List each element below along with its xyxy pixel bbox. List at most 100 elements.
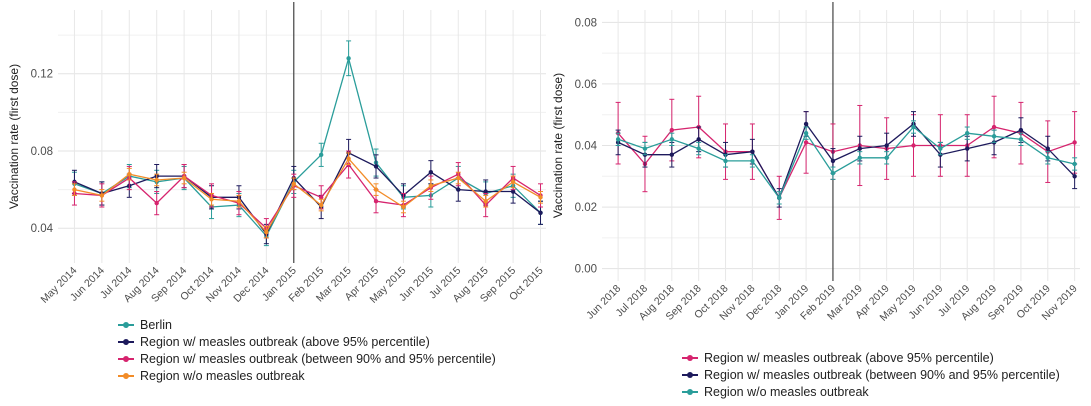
series-3	[71, 152, 544, 239]
y-tick-label: 0.08	[575, 17, 597, 29]
series-2	[615, 120, 1078, 205]
legend-label: Region w/ measles outbreak (above 95% pe…	[140, 335, 430, 349]
series-line	[617, 122, 1076, 200]
data-point	[991, 124, 997, 130]
right-legend: Region w/ measles outbreak (above 95% pe…	[682, 350, 1060, 401]
legend-label: Region w/ measles outbreak (between 90% …	[704, 368, 1060, 382]
data-point	[723, 158, 728, 164]
legend-swatch	[118, 371, 134, 381]
data-point	[884, 143, 889, 148]
legend-label: Berlin	[140, 318, 172, 332]
data-point	[696, 137, 701, 142]
data-point	[669, 137, 675, 142]
data-point	[72, 187, 77, 192]
data-point	[127, 171, 132, 177]
data-point	[209, 197, 214, 202]
left-legend: Berlin Region w/ measles outbreak (above …	[118, 317, 496, 385]
data-point	[401, 204, 406, 210]
data-point	[510, 179, 516, 185]
legend-item: Region w/ measles outbreak (above 95% pe…	[682, 350, 1060, 366]
data-point	[346, 156, 351, 161]
data-point	[538, 210, 543, 215]
y-tick-label: 0.04	[575, 141, 598, 153]
data-point	[236, 198, 242, 204]
y-tick-label: 0.12	[31, 69, 53, 81]
data-point	[538, 195, 543, 200]
y-tick-label: 0.08	[31, 146, 53, 158]
data-point	[154, 177, 159, 183]
data-point	[857, 155, 862, 161]
data-point	[1018, 137, 1024, 142]
legend-swatch	[682, 387, 698, 397]
data-point	[965, 146, 970, 151]
data-point	[642, 146, 648, 151]
y-axis-title: Vaccination rate (first dose)	[7, 64, 21, 209]
legend-item: Region w/o measles outbreak	[118, 368, 496, 384]
data-point	[803, 130, 809, 136]
data-point	[1045, 155, 1050, 161]
data-point	[1072, 140, 1077, 145]
data-point	[1072, 161, 1077, 167]
data-point	[830, 158, 836, 164]
series-line	[74, 152, 541, 236]
data-point	[803, 140, 809, 145]
data-point	[510, 189, 516, 194]
data-point	[456, 187, 461, 192]
data-point	[373, 198, 379, 204]
legend-item: Berlin	[118, 317, 496, 333]
data-point	[911, 124, 916, 130]
data-point	[483, 198, 488, 204]
data-point	[884, 155, 889, 161]
data-point	[750, 158, 755, 164]
legend-item: Region w/ measles outbreak (above 95% pe…	[118, 334, 496, 350]
data-point	[830, 171, 836, 176]
legend-label: Region w/o measles outbreak	[140, 369, 305, 383]
data-point	[750, 149, 755, 154]
data-point	[428, 170, 434, 175]
data-point	[696, 146, 701, 151]
data-point	[483, 189, 488, 194]
legend-swatch	[682, 370, 698, 380]
series-line	[74, 163, 541, 230]
data-point	[1018, 127, 1024, 133]
y-axis-title: Vaccination rate (first dose)	[551, 73, 565, 218]
y-tick-label: 0.00	[575, 264, 597, 276]
data-point	[264, 229, 269, 235]
data-point	[965, 130, 970, 136]
y-tick-label: 0.04	[31, 223, 54, 235]
data-point	[669, 152, 675, 157]
data-point	[346, 56, 351, 61]
data-point	[373, 164, 379, 169]
data-point	[373, 187, 379, 192]
data-point	[1045, 146, 1050, 151]
data-point	[1072, 174, 1077, 179]
data-point	[154, 200, 159, 206]
legend-swatch	[118, 320, 134, 330]
data-point	[456, 175, 461, 181]
y-tick-label: 0.06	[575, 79, 597, 91]
data-point	[669, 127, 675, 133]
series-line	[74, 157, 541, 234]
data-point	[911, 143, 916, 148]
data-point	[777, 195, 782, 201]
series-line	[617, 126, 1075, 200]
data-point	[181, 175, 187, 181]
legend-label: Region w/ measles outbreak (between 90% …	[140, 352, 496, 366]
series-line	[617, 126, 1075, 200]
data-point	[318, 195, 324, 200]
legend-swatch	[118, 354, 134, 364]
data-point	[615, 137, 621, 142]
legend-label: Region w/o measles outbreak	[704, 385, 869, 399]
legend-label: Region w/ measles outbreak (above 95% pe…	[704, 351, 994, 365]
data-point	[99, 193, 105, 198]
legend-item: Region w/ measles outbreak (between 90% …	[118, 351, 496, 367]
legend-item: Region w/ measles outbreak (between 90% …	[682, 367, 1060, 383]
legend-swatch	[118, 337, 134, 347]
data-point	[291, 181, 296, 187]
data-point	[938, 146, 943, 151]
data-point	[318, 202, 324, 208]
legend-item: Region w/o measles outbreak	[682, 384, 1060, 400]
data-point	[991, 134, 997, 139]
